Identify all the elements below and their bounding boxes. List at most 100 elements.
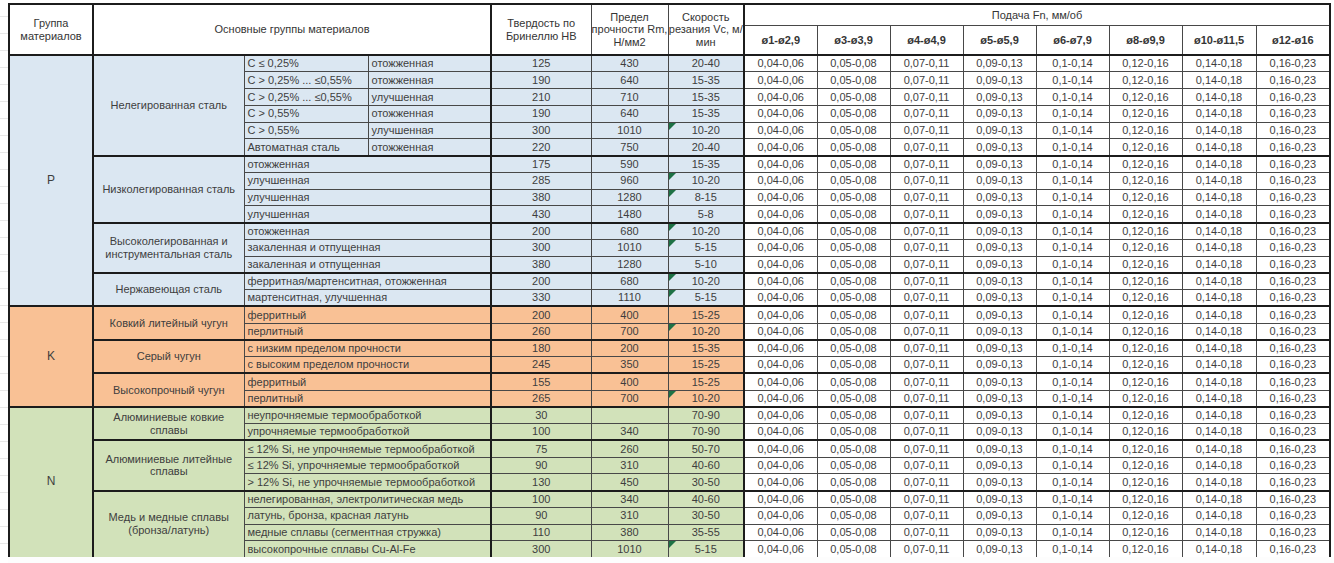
feed-value-cell-6[interactable]: 0,12-0,16 bbox=[1109, 239, 1182, 256]
feed-value-cell-5[interactable]: 0,1-0,14 bbox=[1036, 474, 1109, 491]
strength-rm-cell[interactable]: 1280 bbox=[591, 189, 668, 206]
feed-value-cell-2[interactable]: 0,05-0,08 bbox=[817, 89, 890, 106]
feed-value-cell-1[interactable]: 0,04-0,06 bbox=[744, 457, 817, 474]
cutting-speed-cell[interactable]: 35-55 bbox=[668, 524, 744, 541]
feed-value-cell-1[interactable]: 0,04-0,06 bbox=[744, 491, 817, 508]
header-feed-col-6[interactable]: ø8-ø9,9 bbox=[1109, 26, 1182, 56]
subgroup-name[interactable]: Алюминиевые литейные сплавы bbox=[93, 440, 244, 490]
feed-value-cell-6[interactable]: 0,12-0,16 bbox=[1109, 223, 1182, 240]
feed-value-cell-8[interactable]: 0,16-0,23 bbox=[1256, 256, 1330, 273]
cutting-speed-cell[interactable]: 15-35 bbox=[668, 156, 744, 173]
strength-rm-cell[interactable]: 380 bbox=[591, 524, 668, 541]
cutting-speed-cell[interactable]: 30-50 bbox=[668, 474, 744, 491]
header-feed-col-3[interactable]: ø4-ø4,9 bbox=[890, 26, 963, 56]
feed-value-cell-3[interactable]: 0,07-0,11 bbox=[890, 440, 963, 457]
strength-rm-cell[interactable] bbox=[591, 407, 668, 424]
feed-value-cell-1[interactable]: 0,04-0,06 bbox=[744, 256, 817, 273]
feed-value-cell-3[interactable]: 0,07-0,11 bbox=[890, 306, 963, 323]
hardness-hb-cell[interactable]: 190 bbox=[491, 105, 591, 122]
hardness-hb-cell[interactable]: 125 bbox=[491, 55, 591, 72]
feed-value-cell-4[interactable]: 0,09-0,13 bbox=[963, 390, 1036, 407]
cutting-speed-cell[interactable]: 15-25 bbox=[668, 306, 744, 323]
feed-value-cell-4[interactable]: 0,09-0,13 bbox=[963, 139, 1036, 156]
strength-rm-cell[interactable]: 350 bbox=[591, 357, 668, 374]
material-spec-cell[interactable]: с низким пределом прочности bbox=[244, 340, 491, 357]
feed-value-cell-7[interactable]: 0,14-0,18 bbox=[1182, 239, 1256, 256]
feed-value-cell-2[interactable]: 0,05-0,08 bbox=[817, 357, 890, 374]
material-spec-cell[interactable]: улучшенная bbox=[244, 189, 491, 206]
feed-value-cell-1[interactable]: 0,04-0,06 bbox=[744, 440, 817, 457]
cutting-speed-cell[interactable]: 30-50 bbox=[668, 507, 744, 524]
material-spec-cell[interactable]: с высоким пределом прочности bbox=[244, 357, 491, 374]
material-spec-cell[interactable]: улучшенная bbox=[244, 172, 491, 189]
strength-rm-cell[interactable]: 750 bbox=[591, 139, 668, 156]
feed-value-cell-6[interactable]: 0,12-0,16 bbox=[1109, 172, 1182, 189]
feed-value-cell-6[interactable]: 0,12-0,16 bbox=[1109, 189, 1182, 206]
material-spec-cell[interactable]: C > 0,25% ... ≤0,55% bbox=[244, 89, 368, 106]
feed-value-cell-7[interactable]: 0,14-0,18 bbox=[1182, 323, 1256, 340]
feed-value-cell-8[interactable]: 0,16-0,23 bbox=[1256, 290, 1330, 307]
feed-value-cell-5[interactable]: 0,1-0,14 bbox=[1036, 189, 1109, 206]
feed-value-cell-6[interactable]: 0,12-0,16 bbox=[1109, 139, 1182, 156]
strength-rm-cell[interactable]: 680 bbox=[591, 273, 668, 290]
feed-value-cell-7[interactable]: 0,14-0,18 bbox=[1182, 373, 1256, 390]
feed-value-cell-3[interactable]: 0,07-0,11 bbox=[890, 105, 963, 122]
material-spec-cell[interactable]: отожженная bbox=[244, 156, 491, 173]
feed-value-cell-5[interactable]: 0,1-0,14 bbox=[1036, 323, 1109, 340]
feed-value-cell-4[interactable]: 0,09-0,13 bbox=[963, 424, 1036, 441]
hardness-hb-cell[interactable]: 430 bbox=[491, 206, 591, 223]
hardness-hb-cell[interactable]: 100 bbox=[491, 424, 591, 441]
feed-value-cell-4[interactable]: 0,09-0,13 bbox=[963, 223, 1036, 240]
feed-value-cell-5[interactable]: 0,1-0,14 bbox=[1036, 72, 1109, 89]
cutting-speed-cell[interactable]: 5-10 bbox=[668, 256, 744, 273]
strength-rm-cell[interactable]: 430 bbox=[591, 55, 668, 72]
feed-value-cell-6[interactable]: 0,12-0,16 bbox=[1109, 407, 1182, 424]
feed-value-cell-2[interactable]: 0,05-0,08 bbox=[817, 206, 890, 223]
subgroup-name[interactable]: Серый чугун bbox=[93, 340, 244, 374]
strength-rm-cell[interactable]: 200 bbox=[591, 340, 668, 357]
feed-value-cell-7[interactable]: 0,14-0,18 bbox=[1182, 139, 1256, 156]
feed-value-cell-5[interactable]: 0,1-0,14 bbox=[1036, 340, 1109, 357]
feed-value-cell-1[interactable]: 0,04-0,06 bbox=[744, 340, 817, 357]
feed-value-cell-1[interactable]: 0,04-0,06 bbox=[744, 55, 817, 72]
feed-value-cell-6[interactable]: 0,12-0,16 bbox=[1109, 457, 1182, 474]
feed-value-cell-7[interactable]: 0,14-0,18 bbox=[1182, 340, 1256, 357]
feed-value-cell-6[interactable]: 0,12-0,16 bbox=[1109, 89, 1182, 106]
feed-value-cell-5[interactable]: 0,1-0,14 bbox=[1036, 507, 1109, 524]
feed-value-cell-3[interactable]: 0,07-0,11 bbox=[890, 373, 963, 390]
material-spec-cell[interactable]: латунь, бронза, красная латунь bbox=[244, 507, 491, 524]
strength-rm-cell[interactable]: 700 bbox=[591, 390, 668, 407]
feed-value-cell-8[interactable]: 0,16-0,23 bbox=[1256, 440, 1330, 457]
feed-value-cell-8[interactable]: 0,16-0,23 bbox=[1256, 122, 1330, 139]
cutting-speed-cell[interactable]: 10-20 bbox=[668, 223, 744, 240]
feed-value-cell-1[interactable]: 0,04-0,06 bbox=[744, 390, 817, 407]
feed-value-cell-5[interactable]: 0,1-0,14 bbox=[1036, 524, 1109, 541]
feed-value-cell-3[interactable]: 0,07-0,11 bbox=[890, 424, 963, 441]
feed-value-cell-5[interactable]: 0,1-0,14 bbox=[1036, 156, 1109, 173]
feed-value-cell-8[interactable]: 0,16-0,23 bbox=[1256, 407, 1330, 424]
feed-value-cell-3[interactable]: 0,07-0,11 bbox=[890, 290, 963, 307]
material-spec-cell[interactable]: ферритный bbox=[244, 306, 491, 323]
feed-value-cell-4[interactable]: 0,09-0,13 bbox=[963, 239, 1036, 256]
feed-value-cell-7[interactable]: 0,14-0,18 bbox=[1182, 407, 1256, 424]
group-letter-p[interactable]: P bbox=[9, 55, 93, 306]
strength-rm-cell[interactable]: 960 bbox=[591, 172, 668, 189]
header-material-group[interactable]: Группа материалов bbox=[9, 4, 93, 55]
strength-rm-cell[interactable]: 710 bbox=[591, 89, 668, 106]
feed-value-cell-6[interactable]: 0,12-0,16 bbox=[1109, 424, 1182, 441]
feed-value-cell-6[interactable]: 0,12-0,16 bbox=[1109, 323, 1182, 340]
feed-value-cell-7[interactable]: 0,14-0,18 bbox=[1182, 457, 1256, 474]
feed-value-cell-7[interactable]: 0,14-0,18 bbox=[1182, 105, 1256, 122]
hardness-hb-cell[interactable]: 200 bbox=[491, 273, 591, 290]
feed-value-cell-8[interactable]: 0,16-0,23 bbox=[1256, 189, 1330, 206]
feed-value-cell-8[interactable]: 0,16-0,23 bbox=[1256, 541, 1330, 558]
feed-value-cell-4[interactable]: 0,09-0,13 bbox=[963, 89, 1036, 106]
feed-value-cell-4[interactable]: 0,09-0,13 bbox=[963, 290, 1036, 307]
feed-value-cell-8[interactable]: 0,16-0,23 bbox=[1256, 55, 1330, 72]
feed-value-cell-2[interactable]: 0,05-0,08 bbox=[817, 424, 890, 441]
hardness-hb-cell[interactable]: 285 bbox=[491, 172, 591, 189]
hardness-hb-cell[interactable]: 175 bbox=[491, 156, 591, 173]
material-spec-cell[interactable]: ферритная/мартенситная, отожженная bbox=[244, 273, 491, 290]
feed-value-cell-8[interactable]: 0,16-0,23 bbox=[1256, 323, 1330, 340]
feed-value-cell-8[interactable]: 0,16-0,23 bbox=[1256, 206, 1330, 223]
